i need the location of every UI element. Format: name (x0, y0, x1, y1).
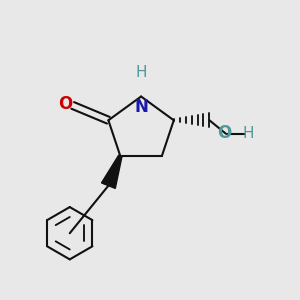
Text: H: H (243, 126, 254, 141)
Text: O: O (58, 95, 72, 113)
Text: O: O (217, 124, 231, 142)
Polygon shape (101, 155, 122, 188)
Text: H: H (135, 65, 147, 80)
Text: N: N (134, 98, 148, 116)
